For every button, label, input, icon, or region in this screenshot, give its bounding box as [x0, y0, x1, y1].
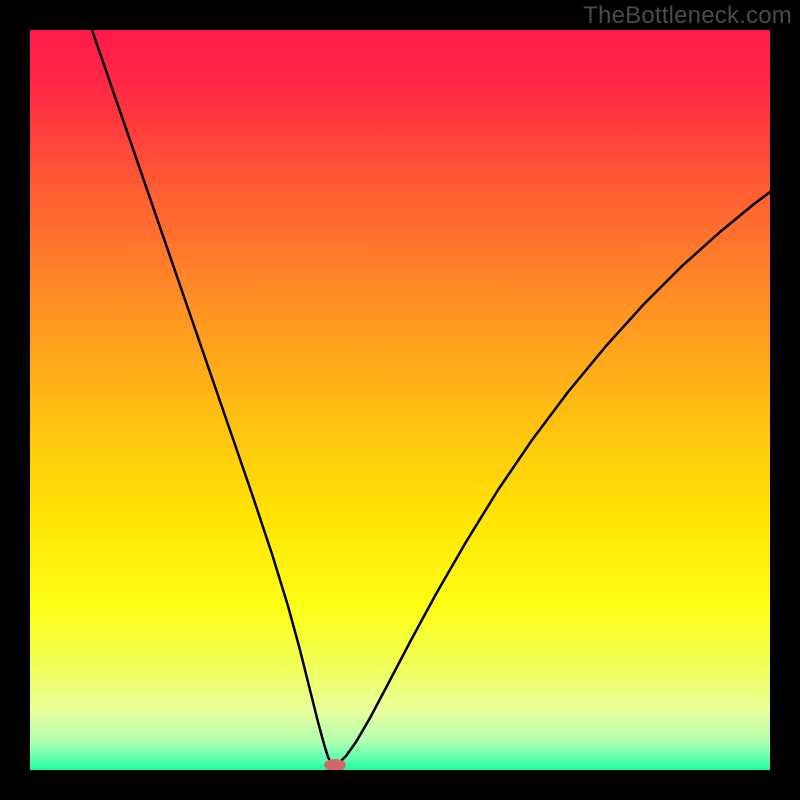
watermark-text: TheBottleneck.com [583, 2, 792, 30]
chart-frame: TheBottleneck.com [0, 0, 800, 800]
frame-border-right [770, 0, 800, 800]
frame-border-left [0, 0, 30, 800]
curve-layer [0, 0, 800, 800]
bottleneck-curve [92, 30, 770, 766]
frame-border-bottom [0, 770, 800, 800]
